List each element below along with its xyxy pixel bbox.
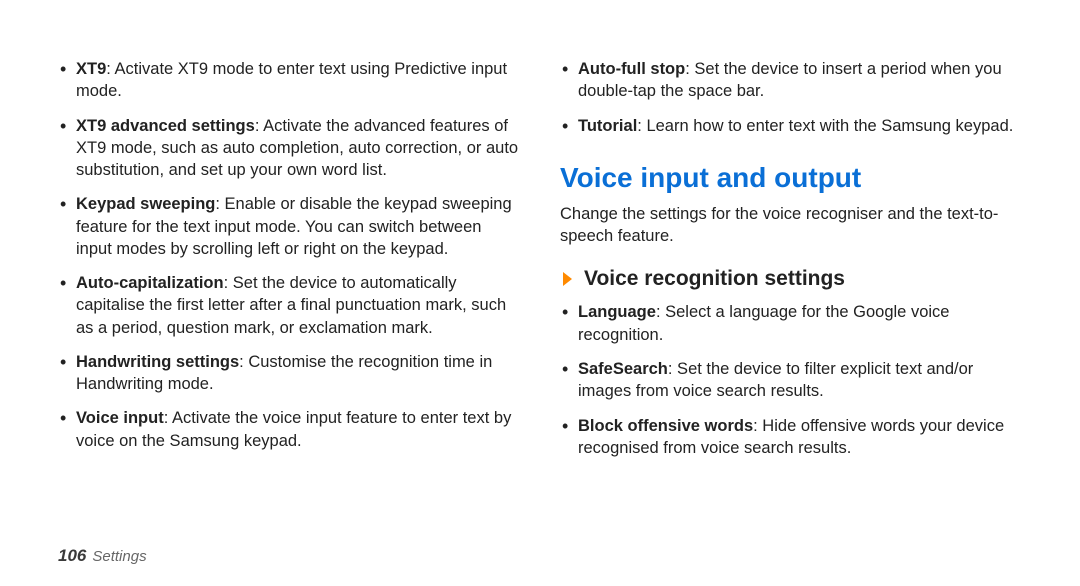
manual-page: XT9: Activate XT9 mode to enter text usi… bbox=[0, 0, 1080, 586]
term: Voice input bbox=[76, 409, 164, 427]
list-item: Handwriting settings: Customise the reco… bbox=[58, 351, 520, 396]
term: Tutorial bbox=[578, 117, 637, 135]
text: : Activate XT9 mode to enter text using … bbox=[76, 60, 507, 100]
term: SafeSearch bbox=[578, 360, 668, 378]
term: XT9 advanced settings bbox=[76, 117, 255, 135]
term: XT9 bbox=[76, 60, 106, 78]
list-item: XT9: Activate XT9 mode to enter text usi… bbox=[58, 58, 520, 103]
list-item: Auto-full stop: Set the device to insert… bbox=[560, 58, 1022, 103]
term: Block offensive words bbox=[578, 417, 753, 435]
subsection-bullet-list: Language: Select a language for the Goog… bbox=[560, 301, 1022, 459]
term: Auto-full stop bbox=[578, 60, 685, 78]
list-item: Auto-capitalization: Set the device to a… bbox=[58, 272, 520, 339]
term: Language bbox=[578, 303, 656, 321]
page-number: 106 bbox=[58, 546, 86, 566]
list-item: Language: Select a language for the Goog… bbox=[560, 301, 1022, 346]
term: Auto-capitalization bbox=[76, 274, 224, 292]
right-top-bullet-list: Auto-full stop: Set the device to insert… bbox=[560, 58, 1022, 137]
subsection-title: Voice recognition settings bbox=[584, 265, 845, 293]
text: : Learn how to enter text with the Samsu… bbox=[637, 117, 1013, 135]
term: Keypad sweeping bbox=[76, 195, 215, 213]
chevron-right-icon bbox=[560, 271, 576, 287]
footer-label: Settings bbox=[92, 548, 146, 565]
subsection-heading: Voice recognition settings bbox=[560, 265, 1022, 293]
list-item: XT9 advanced settings: Activate the adva… bbox=[58, 115, 520, 182]
section-description: Change the settings for the voice recogn… bbox=[560, 203, 1022, 248]
list-item: Block offensive words: Hide offensive wo… bbox=[560, 415, 1022, 460]
list-item: Tutorial: Learn how to enter text with t… bbox=[560, 115, 1022, 137]
left-column: XT9: Activate XT9 mode to enter text usi… bbox=[58, 58, 520, 566]
list-item: Voice input: Activate the voice input fe… bbox=[58, 407, 520, 452]
term: Handwriting settings bbox=[76, 353, 239, 371]
list-item: Keypad sweeping: Enable or disable the k… bbox=[58, 193, 520, 260]
left-bullet-list: XT9: Activate XT9 mode to enter text usi… bbox=[58, 58, 520, 452]
right-column: Auto-full stop: Set the device to insert… bbox=[560, 58, 1022, 566]
section-title: Voice input and output bbox=[560, 159, 1022, 197]
list-item: SafeSearch: Set the device to filter exp… bbox=[560, 358, 1022, 403]
page-footer: 106 Settings bbox=[58, 546, 147, 566]
